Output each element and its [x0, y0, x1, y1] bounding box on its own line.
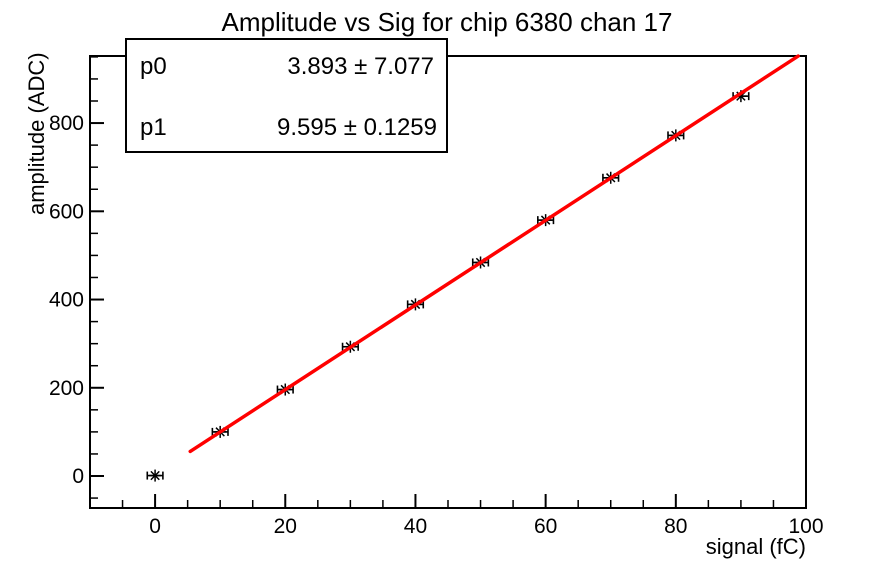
- y-tick-label: 0: [72, 465, 84, 488]
- y-tick-label: 800: [49, 112, 84, 135]
- stats-param-p0: p0: [140, 53, 167, 80]
- asterisk-marker: [150, 470, 160, 481]
- fit-line: [188, 54, 800, 454]
- stats-box: p0 3.893 ± 7.077 p1 9.595 ± 0.1259: [125, 38, 448, 153]
- x-tick-label: 20: [274, 515, 297, 538]
- x-tick-label: 100: [788, 515, 823, 538]
- fit-line-group: [188, 54, 800, 454]
- x-tick-label: 0: [149, 515, 161, 538]
- data-point: [146, 469, 164, 482]
- x-tick-label: 80: [664, 515, 687, 538]
- stats-box-frame: [125, 38, 448, 153]
- stats-value-p1: 9.595 ± 0.1259: [277, 114, 437, 141]
- stats-param-p1: p1: [140, 114, 167, 141]
- x-tick-label: 60: [534, 515, 557, 538]
- chart-title: Amplitude vs Sig for chip 6380 chan 17: [222, 7, 673, 37]
- y-tick-label: 400: [49, 289, 84, 312]
- y-tick-label: 200: [49, 377, 84, 400]
- x-tick-label: 40: [404, 515, 427, 538]
- x-axis-title: signal (fC): [706, 534, 806, 559]
- y-tick-label: 600: [49, 200, 84, 223]
- y-axis-title: amplitude (ADC): [24, 52, 49, 215]
- stats-value-p0: 3.893 ± 7.077: [287, 53, 434, 80]
- axis-tick-labels: 0 20 40 60 80 100 0 200 400 600 800: [49, 112, 824, 538]
